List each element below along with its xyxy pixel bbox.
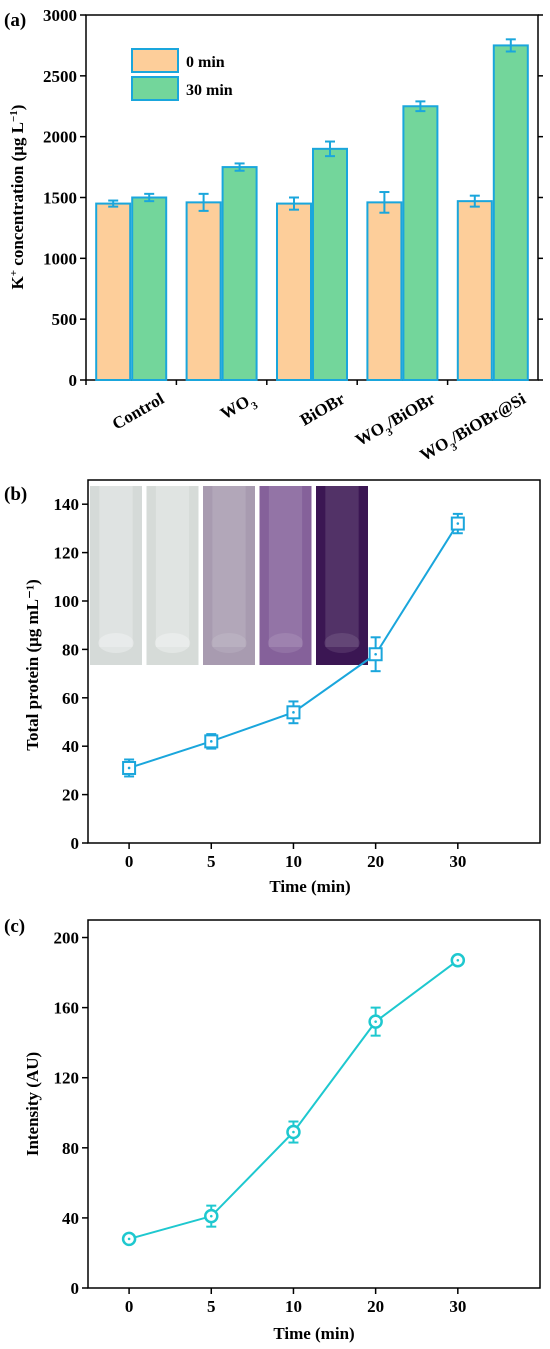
legend-swatch-30-min (131, 76, 179, 101)
legend-label-30-min: 30 min (186, 82, 233, 99)
data-point-center (456, 522, 460, 525)
y-tick-label: 1000 (43, 249, 77, 268)
y-tick-label: 0 (69, 371, 78, 390)
data-point-center (292, 1130, 295, 1134)
bar-0-min (456, 200, 493, 381)
y-tick-label: 200 (54, 929, 80, 948)
y-tick-label: 0 (71, 834, 80, 853)
panel-b-label: (b) (4, 484, 27, 505)
y-tick-label: 120 (54, 544, 80, 563)
panel-c-line-chart: (c) Time (min) Intensity (AU) 0 40 80 120 16… (4, 916, 541, 1343)
panel-b-frame (87, 479, 541, 844)
data-point-center (292, 711, 295, 714)
panel-a-y-axis-label: K+ concentration (μg L−1) (8, 105, 27, 290)
panel-a-bar-chart: (a) K+ concentration (μg L−1) 0 min 30 m… (4, 6, 543, 465)
x-tick-label: 30 (449, 852, 466, 871)
y-tick-label: 40 (62, 737, 79, 756)
y-tick-label: 2500 (43, 67, 77, 86)
bar-0-min (185, 201, 222, 381)
test-tube-highlight (99, 486, 133, 647)
x-category-label: Control (109, 389, 168, 434)
test-tube-photo (316, 486, 368, 665)
test-tube-highlight (268, 486, 303, 647)
panel-b-x-axis-label: Time (min) (269, 877, 350, 896)
test-tube-highlight (155, 486, 190, 647)
data-point-center (127, 766, 131, 770)
test-tube-photo (259, 486, 312, 665)
test-tube-bottom (154, 633, 191, 653)
panel-c-x-axis-label: Time (min) (273, 1324, 354, 1343)
test-tube-photo (146, 486, 199, 665)
y-tick-label: 0 (71, 1279, 80, 1298)
data-point-center (209, 1214, 213, 1218)
y-tick-label: 20 (62, 786, 79, 805)
x-tick-label: 5 (207, 852, 216, 871)
y-tick-label: 80 (62, 1139, 79, 1158)
y-tick-label: 160 (54, 999, 80, 1018)
panel-a-legend: 0 min 30 min (131, 48, 233, 101)
data-point-center (374, 1020, 377, 1023)
panel-b-y-axis-label: Total protein (μg mL⁻¹) (23, 579, 42, 751)
legend-swatch-0-min (131, 48, 179, 73)
bar-30-min (402, 105, 439, 381)
y-tick-label: 40 (62, 1209, 79, 1228)
panel-c-y-axis-label: Intensity (AU) (23, 1052, 42, 1156)
data-point-center (209, 740, 213, 743)
test-tube-bottom (324, 633, 360, 653)
bar-30-min (312, 147, 348, 381)
test-tube-photo (90, 486, 142, 665)
bar-30-min (221, 166, 258, 381)
bar-0-min (95, 202, 132, 381)
y-tick-label: 80 (62, 640, 79, 659)
panel-c-label: (c) (4, 916, 25, 937)
bar-0-min (276, 202, 312, 381)
test-tube-bottom (267, 633, 304, 653)
y-tick-label: 140 (54, 495, 80, 514)
test-tube-photo-inset (90, 486, 368, 665)
data-point-center (456, 959, 460, 962)
x-tick-label: 0 (125, 852, 134, 871)
y-tick-label: 2000 (43, 128, 77, 147)
y-tick-label: 1500 (43, 189, 77, 208)
x-category-label: WO3 (217, 389, 260, 428)
x-tick-label: 5 (207, 1297, 216, 1316)
y-tick-label: 3000 (43, 6, 77, 25)
bar-30-min (131, 196, 168, 381)
x-tick-label: 0 (125, 1297, 134, 1316)
panel-b-line-chart: (b) Time (min) Total protein (μg mL⁻¹) 0… (4, 479, 541, 896)
test-tube-bottom (211, 633, 247, 653)
series-line (128, 959, 459, 1240)
bar-0-min (366, 201, 403, 381)
data-point-center (127, 1237, 131, 1241)
test-tube-bottom (98, 633, 134, 653)
y-tick-label: 60 (62, 689, 79, 708)
x-category-label: BiOBr (297, 389, 349, 430)
y-tick-label: 500 (52, 310, 78, 329)
panel-a-label: (a) (4, 10, 26, 31)
x-tick-label: 20 (367, 852, 384, 871)
x-tick-label: 10 (285, 852, 302, 871)
y-tick-label: 120 (54, 1069, 80, 1088)
x-tick-label: 20 (367, 1297, 384, 1316)
test-tube-highlight (212, 486, 246, 647)
test-tube-highlight (325, 486, 359, 647)
bar-30-min (492, 44, 529, 382)
x-tick-label: 30 (449, 1297, 466, 1316)
legend-label-0-min: 0 min (186, 54, 225, 71)
data-point-center (374, 652, 377, 656)
x-tick-label: 10 (285, 1297, 302, 1316)
y-tick-label: 100 (54, 592, 80, 611)
test-tube-photo (203, 486, 255, 665)
panel-c-frame (87, 919, 541, 1289)
